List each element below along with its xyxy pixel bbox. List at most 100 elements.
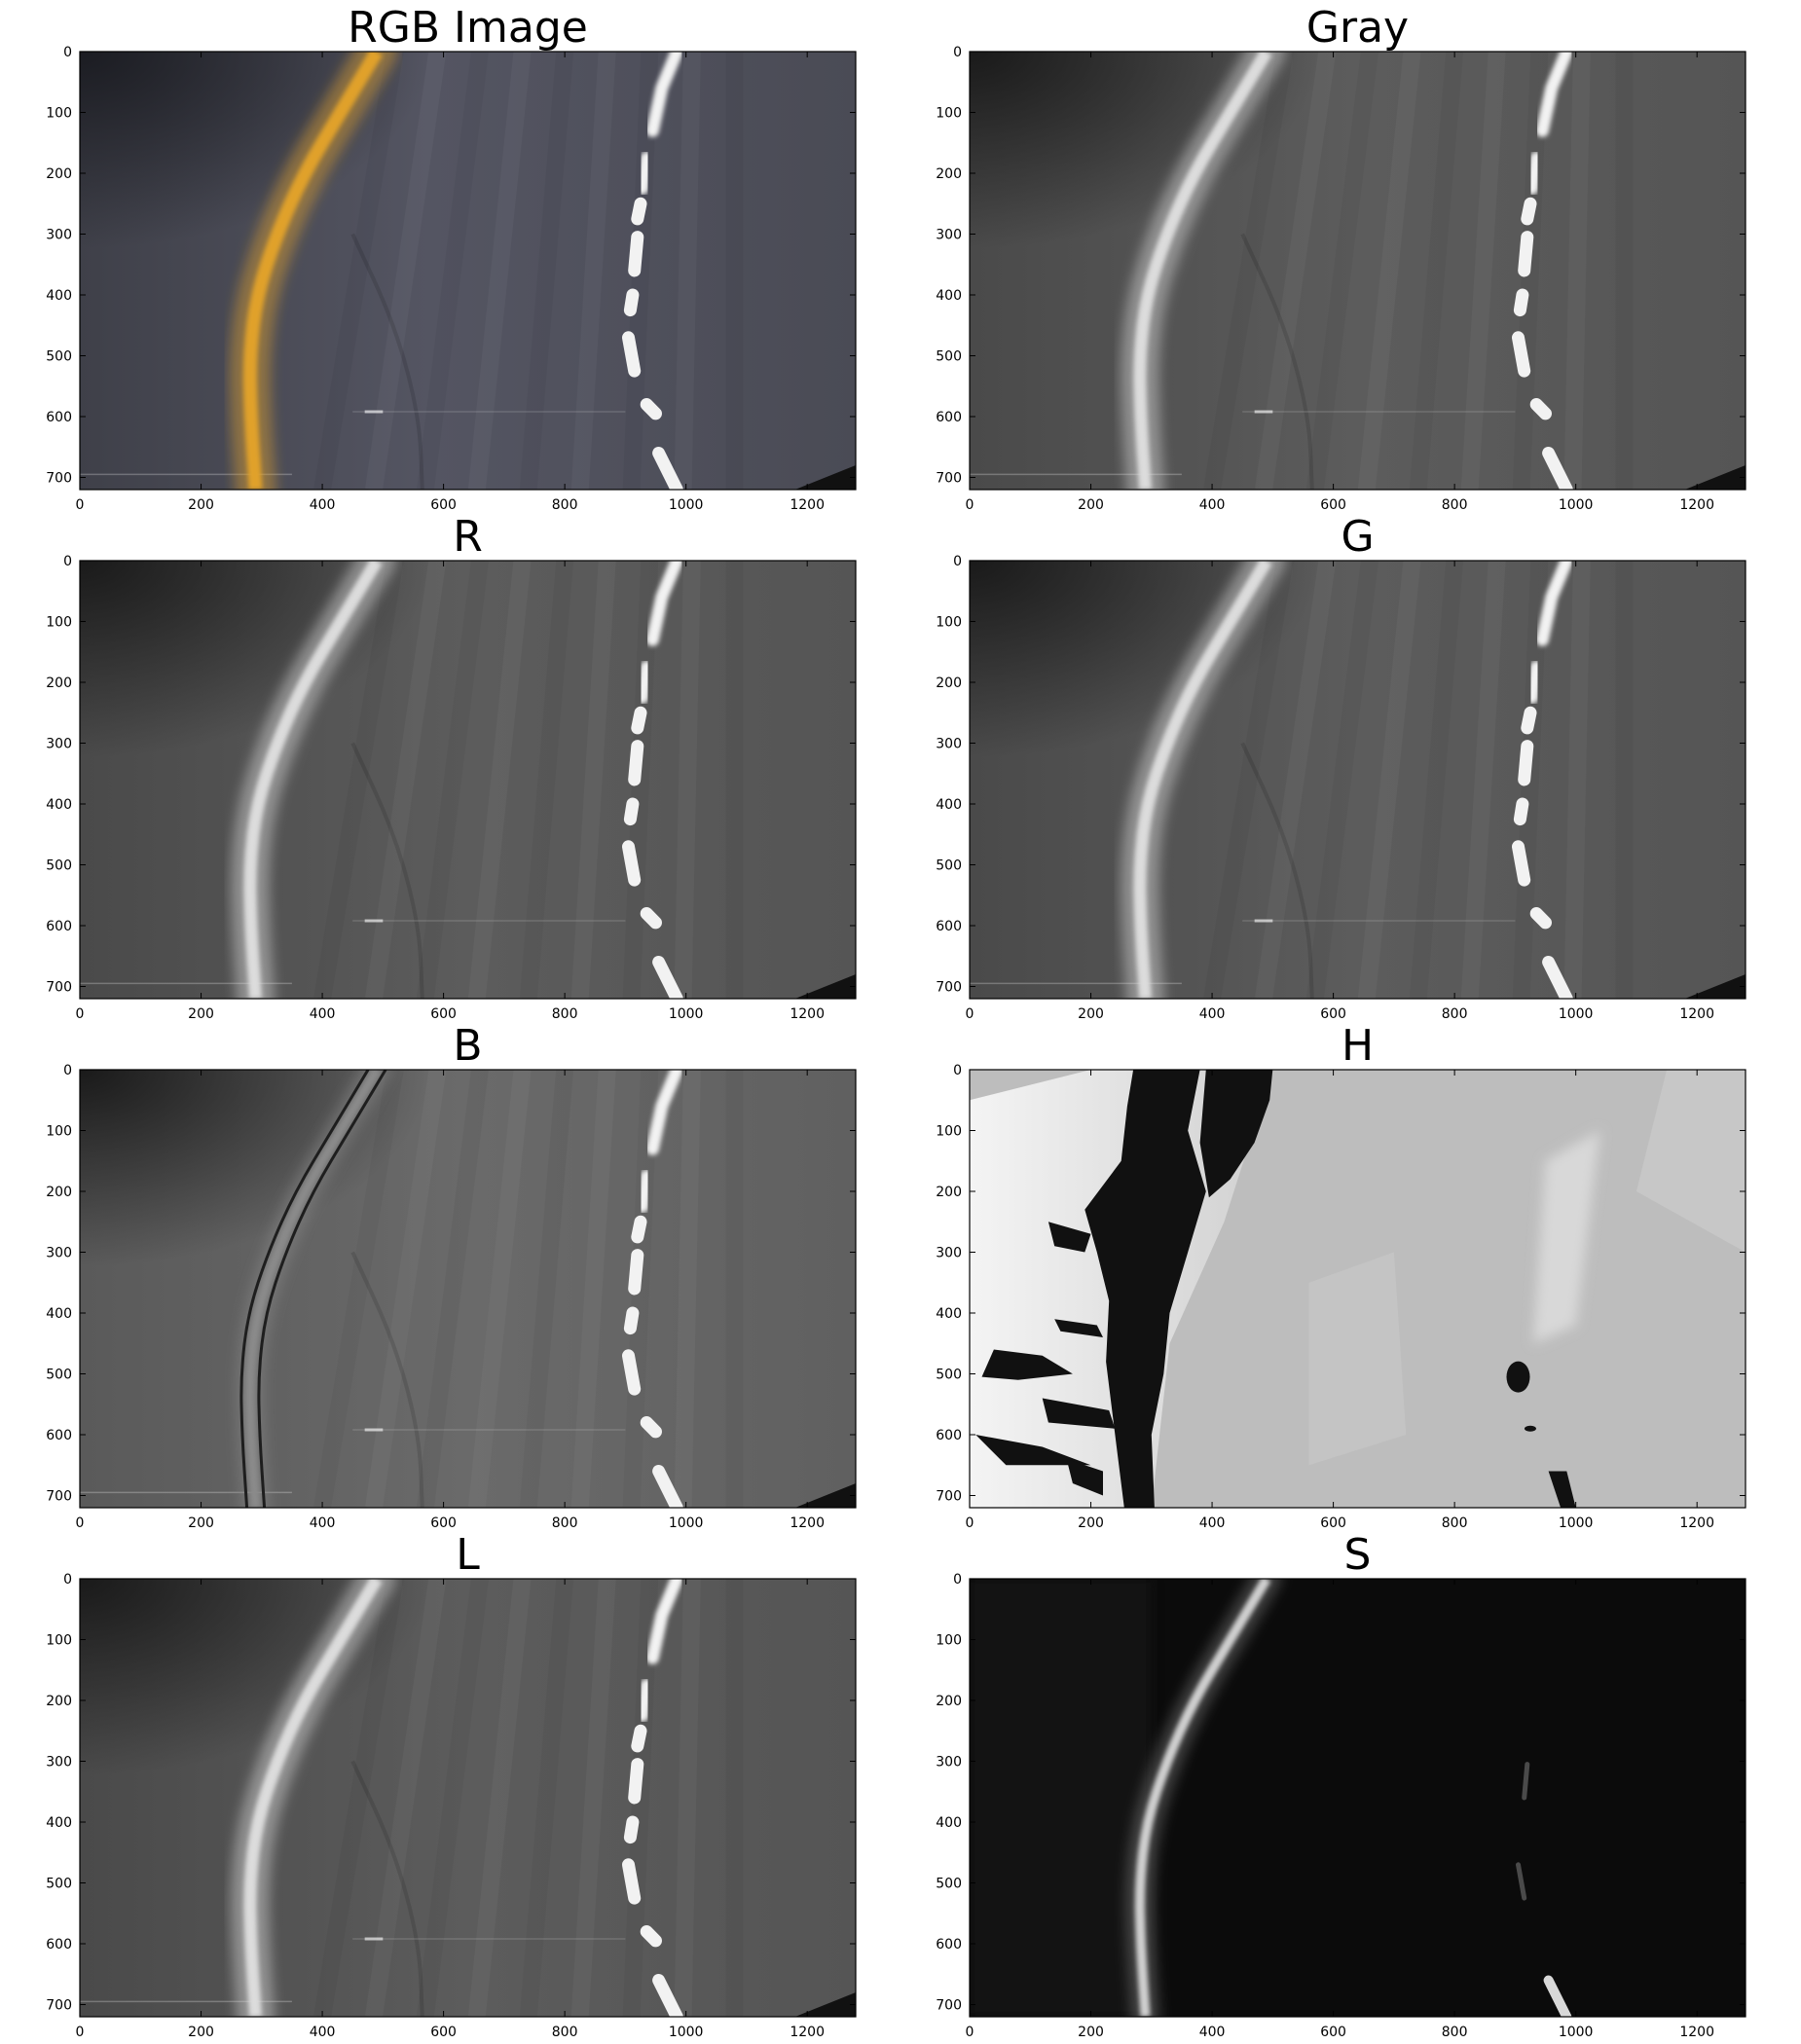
y-tick-label: 700	[46, 980, 72, 996]
x-tick-label: 200	[188, 1006, 214, 1022]
panel-r: R 0 200 400 600 800 1000 1200 0 100 200 300 400 500 60…	[46, 512, 857, 1022]
y-tick-label: 0	[63, 1063, 72, 1078]
panel-rgb: RGB Image 0 200 400 600 800 1000 1200 0 100 200 300…	[46, 3, 857, 513]
x-tick-label: 0	[76, 497, 85, 513]
x-tick-label: 0	[966, 2025, 974, 2040]
y-tick-label: 200	[46, 166, 72, 182]
panel-g: G 0 200 400 600 800 1000 1200 0 100 200 300 400 500 60…	[936, 512, 1746, 1022]
panel-title: H	[1342, 1021, 1374, 1071]
x-tick-label: 400	[1199, 497, 1226, 513]
x-tick-label: 1000	[1559, 2025, 1594, 2040]
y-tick-label: 400	[936, 1815, 962, 1831]
x-tick-label: 1000	[1559, 497, 1594, 513]
y-tick-label: 0	[953, 554, 962, 569]
y-tick-label: 600	[46, 1937, 72, 1953]
y-tick-label: 600	[46, 1428, 72, 1443]
y-tick-label: 500	[936, 1368, 962, 1383]
x-tick-label: 800	[1442, 497, 1468, 513]
x-tick-label: 600	[430, 1515, 457, 1531]
panel-l: L 0 200 400 600 800 1000 1200 0 100 200 300 400 500 60…	[46, 1530, 857, 2040]
panel-image-h	[970, 1070, 1746, 1508]
x-tick-label: 0	[76, 2025, 85, 2040]
y-tick-label: 700	[936, 1998, 962, 2014]
x-tick-label: 200	[188, 497, 214, 513]
x-tick-label: 0	[966, 1006, 974, 1022]
x-tick-label: 400	[310, 2025, 336, 2040]
panel-title: Gray	[1306, 3, 1409, 53]
x-tick-label: 800	[1442, 1515, 1468, 1531]
y-tick-label: 200	[936, 675, 962, 691]
y-tick-label: 100	[46, 1124, 72, 1140]
y-tick-label: 400	[936, 1306, 962, 1322]
y-tick-label: 700	[46, 1489, 72, 1505]
panel-title: R	[453, 512, 483, 562]
y-tick-label: 200	[936, 1185, 962, 1200]
x-tick-label: 1200	[790, 1006, 825, 1022]
panel-h: H 0 200 400 600 800 1000 1200 0 100 200 300 400 500 60…	[936, 1021, 1746, 1531]
x-tick-label: 1000	[669, 1515, 704, 1531]
y-tick-label: 600	[936, 410, 962, 425]
x-tick-label: 1200	[790, 2025, 825, 2040]
y-tick-label: 600	[46, 410, 72, 425]
panel-title: RGB Image	[348, 3, 588, 53]
panel-image-l	[80, 1579, 856, 2017]
x-tick-label: 400	[1199, 2025, 1226, 2040]
x-tick-label: 400	[310, 1515, 336, 1531]
x-tick-label: 600	[430, 1006, 457, 1022]
x-tick-label: 400	[1199, 1515, 1226, 1531]
x-tick-label: 0	[966, 497, 974, 513]
y-tick-label: 300	[936, 1755, 962, 1770]
y-tick-label: 700	[46, 471, 72, 487]
panel-image-b	[80, 1070, 856, 1508]
x-tick-label: 200	[1078, 497, 1104, 513]
y-tick-label: 0	[63, 1572, 72, 1588]
panel-title: G	[1341, 512, 1374, 562]
y-tick-label: 0	[953, 1063, 962, 1078]
y-tick-label: 300	[936, 228, 962, 243]
x-tick-label: 200	[1078, 1006, 1104, 1022]
y-tick-label: 200	[936, 1694, 962, 1709]
x-tick-label: 1200	[1679, 1515, 1714, 1531]
x-tick-label: 800	[552, 1515, 578, 1531]
y-tick-label: 100	[46, 106, 72, 122]
y-tick-label: 700	[936, 980, 962, 996]
y-tick-label: 400	[936, 288, 962, 304]
panel-title: L	[456, 1530, 480, 1580]
y-tick-label: 500	[46, 349, 72, 365]
y-tick-label: 100	[936, 1633, 962, 1649]
y-tick-label: 400	[46, 797, 72, 813]
y-tick-label: 0	[953, 1572, 962, 1588]
panel-title: S	[1344, 1530, 1372, 1580]
y-tick-label: 300	[46, 1755, 72, 1770]
x-tick-label: 1000	[1559, 1515, 1594, 1531]
x-tick-label: 800	[552, 497, 578, 513]
x-tick-label: 800	[1442, 2025, 1468, 2040]
x-tick-label: 600	[1320, 2025, 1346, 2040]
y-tick-label: 500	[46, 858, 72, 874]
panel-b: B 0 200 400 600 800 1000 1200 0 100 200 300 400 500 60…	[46, 1021, 857, 1531]
y-tick-label: 100	[936, 106, 962, 122]
y-tick-label: 200	[46, 1694, 72, 1709]
x-tick-label: 1000	[1559, 1006, 1594, 1022]
panel-image-s	[970, 1579, 1746, 2017]
x-tick-label: 1200	[790, 1515, 825, 1531]
y-tick-label: 0	[63, 45, 72, 60]
y-tick-label: 200	[46, 1185, 72, 1200]
x-tick-label: 1200	[790, 497, 825, 513]
panel-s: S 0 200 400 600 800 1000 1200 0 100 200 300 400 500 60…	[936, 1530, 1746, 2040]
y-tick-label: 400	[46, 1306, 72, 1322]
y-tick-label: 300	[46, 228, 72, 243]
y-tick-label: 300	[46, 737, 72, 752]
y-tick-label: 500	[936, 858, 962, 874]
y-tick-label: 500	[936, 349, 962, 365]
x-tick-label: 0	[966, 1515, 974, 1531]
panel-gray: Gray 0 200 400 600 800 1000 1200 0 100 200 300 400 50…	[936, 3, 1746, 513]
x-tick-label: 400	[1199, 1006, 1226, 1022]
x-tick-label: 0	[76, 1515, 85, 1531]
x-tick-label: 200	[188, 1515, 214, 1531]
y-tick-label: 500	[46, 1368, 72, 1383]
panel-image-rgb	[80, 52, 856, 490]
x-tick-label: 1200	[1679, 497, 1714, 513]
y-tick-label: 500	[46, 1877, 72, 1892]
y-tick-label: 0	[953, 45, 962, 60]
